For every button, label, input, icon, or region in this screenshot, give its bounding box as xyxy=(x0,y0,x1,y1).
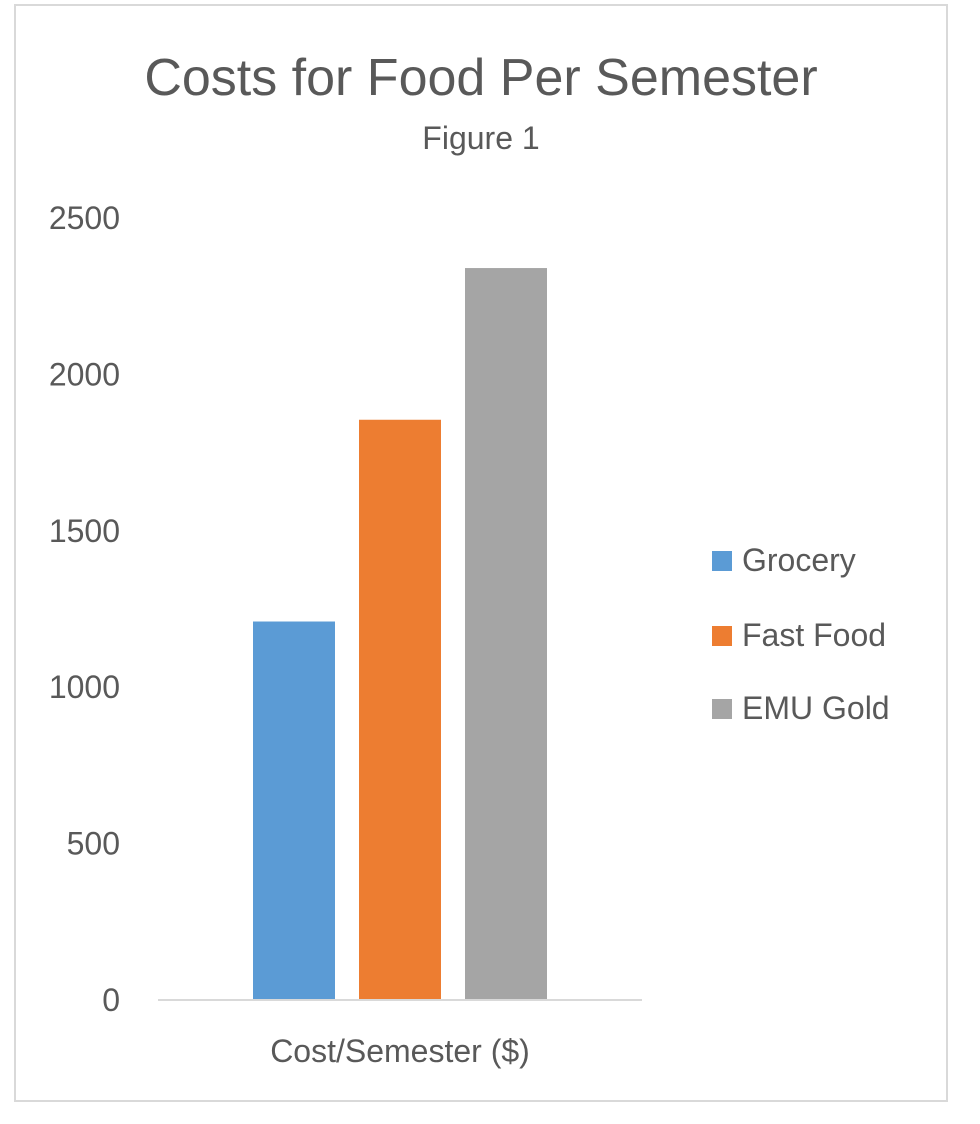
y-tick-label: 0 xyxy=(102,982,120,1018)
x-axis: Cost/Semester ($) xyxy=(270,1033,530,1069)
legend-swatch xyxy=(712,551,732,571)
y-axis: 0 500 1000 1500 2000 2500 xyxy=(49,200,120,1018)
bar-grocery xyxy=(253,621,335,1000)
bar-emu-gold xyxy=(465,268,547,1001)
legend-label: Fast Food xyxy=(742,617,886,653)
x-category-label: Cost/Semester ($) xyxy=(270,1033,530,1069)
legend-label: Grocery xyxy=(742,542,856,578)
chart-title: Costs for Food Per Semester xyxy=(144,49,817,107)
y-tick-label: 2500 xyxy=(49,200,120,236)
legend-swatch xyxy=(712,699,732,719)
legend: Grocery Fast Food EMU Gold xyxy=(712,542,890,726)
bars-group xyxy=(253,268,547,1001)
y-tick-label: 1000 xyxy=(49,669,120,705)
legend-swatch xyxy=(712,626,732,646)
chart-subtitle: Figure 1 xyxy=(422,120,539,156)
y-tick-label: 500 xyxy=(67,826,120,862)
y-tick-label: 1500 xyxy=(49,513,120,549)
bar-fast-food xyxy=(359,419,441,1001)
legend-label: EMU Gold xyxy=(742,690,890,726)
y-tick-label: 2000 xyxy=(49,356,120,392)
